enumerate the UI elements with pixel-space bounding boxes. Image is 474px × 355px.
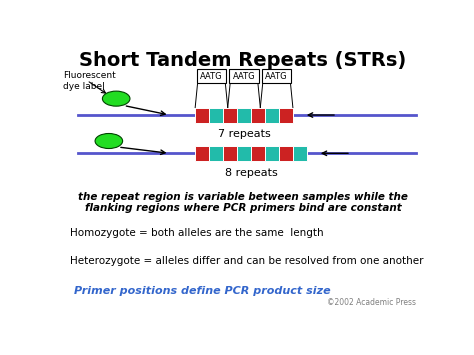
Text: AATG: AATG [265, 72, 288, 81]
Bar [265, 108, 279, 122]
Bar [223, 108, 237, 122]
Bar [237, 146, 251, 161]
Ellipse shape [102, 91, 130, 106]
Text: 7 repeats: 7 repeats [218, 129, 270, 140]
Bar [279, 146, 293, 161]
Text: the repeat region is variable between samples while the
flanking regions where P: the repeat region is variable between sa… [78, 192, 408, 213]
Bar [251, 146, 265, 161]
Text: Primer positions define PCR product size: Primer positions define PCR product size [74, 286, 330, 296]
Bar [209, 146, 223, 161]
Bar [237, 108, 251, 122]
Text: 8 repeats: 8 repeats [225, 168, 277, 178]
Text: Heterozygote = alleles differ and can be resolved from one another: Heterozygote = alleles differ and can be… [70, 256, 424, 266]
Text: Fluorescent
dye label: Fluorescent dye label [63, 71, 116, 91]
Bar [279, 108, 293, 122]
Bar [209, 108, 223, 122]
Text: AATG: AATG [233, 72, 255, 81]
Text: AATG: AATG [200, 72, 223, 81]
Bar [195, 146, 209, 161]
Text: Short Tandem Repeats (STRs): Short Tandem Repeats (STRs) [79, 51, 407, 70]
FancyBboxPatch shape [229, 69, 259, 83]
Bar [195, 108, 209, 122]
FancyBboxPatch shape [197, 69, 226, 83]
Bar [293, 146, 307, 161]
Ellipse shape [95, 133, 123, 148]
FancyBboxPatch shape [262, 69, 292, 83]
Bar [251, 108, 265, 122]
Bar [223, 146, 237, 161]
Text: ©2002 Academic Press: ©2002 Academic Press [327, 298, 416, 307]
Text: Homozygote = both alleles are the same  length: Homozygote = both alleles are the same l… [70, 229, 324, 239]
Bar [265, 146, 279, 161]
